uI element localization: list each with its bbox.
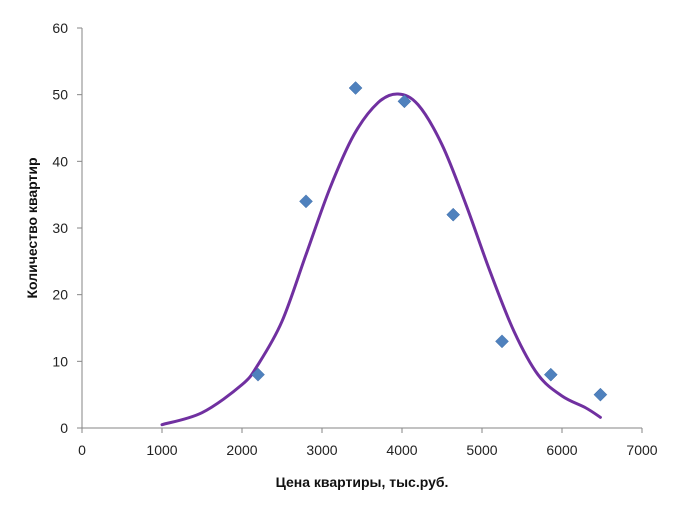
- data-points-layer: [251, 81, 608, 402]
- x-tick-label: 0: [78, 442, 86, 458]
- x-tick-label: 2000: [226, 442, 257, 458]
- data-point-marker: [543, 367, 558, 382]
- data-point-marker: [495, 334, 509, 349]
- data-point-marker: [446, 207, 461, 222]
- x-tick-label: 7000: [626, 442, 657, 458]
- ticks: 0 1000 2000 3000 4000 5000 6000 7000 0 10 20 30 40 50…: [52, 20, 657, 458]
- fitted-curve-line: [160, 92, 602, 427]
- y-tick-label: 0: [60, 420, 68, 436]
- data-point-marker: [593, 387, 608, 402]
- y-tick-label: 10: [52, 353, 68, 369]
- y-tick-label: 30: [52, 220, 68, 236]
- x-tick-label: 6000: [546, 442, 577, 458]
- x-tick-label: 3000: [306, 442, 337, 458]
- data-point-marker: [397, 94, 412, 109]
- data-point-marker: [348, 81, 363, 95]
- y-tick-label: 50: [52, 87, 68, 103]
- x-tick-label: 5000: [466, 442, 497, 458]
- y-axis-title: Количество квартир: [24, 157, 40, 298]
- x-tick-label: 4000: [386, 442, 417, 458]
- x-tick-label: 1000: [146, 442, 177, 458]
- y-tick-label: 60: [52, 20, 68, 36]
- y-tick-label: 40: [52, 153, 68, 169]
- fitted-curve-layer: [160, 92, 602, 427]
- x-axis-title: Цена квартиры, тыс.руб.: [276, 474, 449, 490]
- data-point-marker: [251, 367, 265, 382]
- y-tick-label: 20: [52, 287, 68, 303]
- data-point-marker: [299, 194, 313, 209]
